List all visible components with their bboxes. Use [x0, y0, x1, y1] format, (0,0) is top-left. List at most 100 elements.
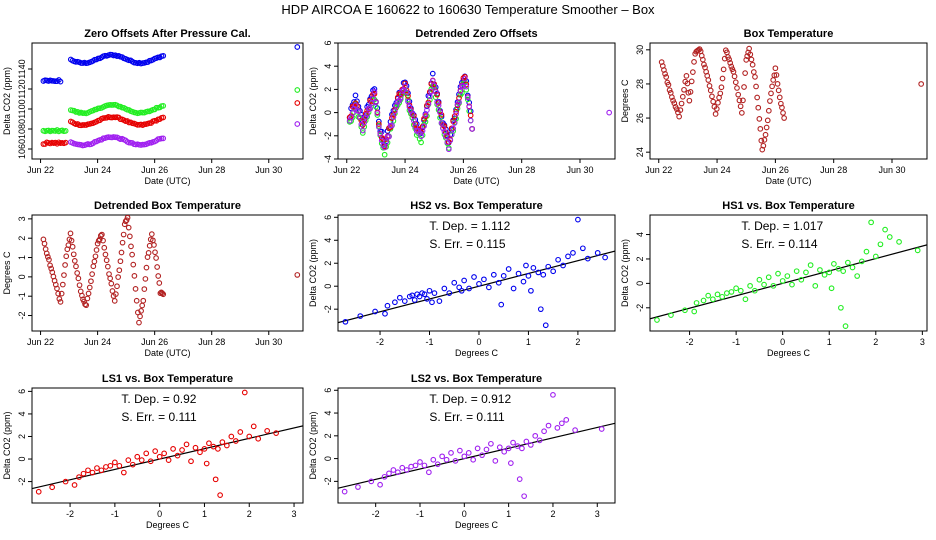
- data-point: [558, 420, 565, 427]
- annotation-serr: S. Err. = 0.111: [429, 410, 505, 424]
- x-tick-label: 2: [247, 509, 252, 519]
- data-point: [738, 110, 745, 116]
- data-point: [159, 290, 166, 297]
- data-point: [75, 275, 82, 282]
- data-point: [495, 279, 502, 286]
- data-point-purple: [374, 110, 381, 116]
- y-tick-label: 0: [323, 284, 333, 289]
- data-point: [733, 285, 739, 292]
- data-point: [436, 298, 443, 304]
- plot-frame: [337, 387, 616, 504]
- data-point: [85, 290, 92, 297]
- data-point: [772, 65, 779, 72]
- data-point: [914, 247, 921, 254]
- data-point-green: [463, 86, 470, 93]
- data-point-purple: [41, 160, 46, 165]
- data-point: [741, 84, 747, 90]
- outlier-point-purple: [294, 121, 301, 127]
- x-axis-label: Date (UTC): [765, 176, 811, 186]
- data-point: [523, 262, 529, 269]
- y-axis-label: Delta CO2 (ppm): [308, 239, 318, 307]
- data-point: [457, 447, 463, 454]
- annotation-serr: S. Err. = 0.114: [741, 237, 817, 251]
- data-point-green: [160, 103, 167, 109]
- data-point: [555, 256, 561, 263]
- data-point: [384, 302, 391, 309]
- plot-area: [338, 391, 615, 500]
- data-point: [537, 306, 544, 313]
- x-tick-label: 2: [550, 509, 555, 519]
- data-point: [401, 298, 408, 304]
- data-point-purple: [424, 107, 430, 113]
- data-point: [793, 268, 800, 275]
- data-point: [705, 292, 712, 299]
- data-point: [57, 299, 64, 305]
- data-point: [430, 456, 437, 463]
- data-point: [775, 87, 782, 94]
- data-point: [441, 285, 448, 292]
- data-point: [148, 231, 155, 237]
- data-point: [882, 226, 888, 233]
- y-tick-label: 4: [323, 64, 333, 69]
- data-point-purple: [370, 95, 376, 102]
- data-point: [737, 287, 744, 294]
- data-point: [43, 250, 50, 257]
- x-tick-label: Jun 22: [645, 165, 672, 175]
- data-point-purple: [364, 111, 371, 118]
- y-tick-label: -2: [323, 477, 333, 485]
- regression-line: [338, 422, 615, 489]
- data-point: [152, 448, 159, 454]
- data-point: [877, 241, 884, 248]
- data-point: [63, 253, 70, 260]
- data-point: [678, 100, 685, 107]
- data-point: [203, 460, 210, 467]
- data-point: [165, 457, 172, 464]
- data-point: [94, 465, 100, 471]
- data-point: [746, 45, 752, 52]
- plot-area: [650, 219, 927, 329]
- data-point: [273, 430, 279, 436]
- y-tick-label: 1140: [17, 59, 27, 78]
- data-point: [840, 268, 847, 275]
- data-point: [155, 273, 162, 279]
- data-point: [111, 298, 118, 304]
- x-tick-label: 3: [292, 509, 297, 519]
- data-point: [426, 287, 433, 294]
- data-point: [92, 253, 99, 260]
- data-point: [740, 97, 746, 104]
- plot-area: [338, 216, 615, 329]
- y-tick-label: -2: [323, 305, 333, 313]
- data-point: [803, 269, 809, 276]
- y-tick-label: 6: [323, 40, 333, 45]
- data-point: [886, 234, 893, 240]
- data-point: [510, 285, 517, 292]
- data-point: [439, 453, 446, 460]
- data-point: [399, 464, 406, 471]
- data-point: [143, 264, 150, 271]
- data-point: [755, 104, 762, 111]
- y-axis-label: Degrees C: [620, 79, 630, 123]
- data-point: [390, 467, 397, 473]
- data-point: [705, 77, 712, 83]
- data-point: [752, 74, 758, 80]
- data-point-purple: [359, 127, 366, 134]
- data-point: [83, 302, 90, 309]
- data-point: [104, 263, 111, 270]
- x-tick-label: Jun 22: [27, 165, 54, 175]
- outlier-point: [294, 272, 301, 278]
- data-point-purple: [355, 108, 362, 114]
- data-point: [412, 462, 419, 469]
- data-point: [156, 280, 163, 286]
- y-tick-label: 2: [635, 256, 645, 261]
- data-point: [670, 97, 676, 104]
- data-point: [679, 93, 686, 100]
- data-point: [386, 470, 392, 477]
- y-tick-label: 2: [17, 434, 27, 439]
- data-point: [102, 251, 109, 258]
- panel-ls2-vs-box: LS2 vs. Box Temperature -2 -1 0 1 2 3 -2 0 2 4 6 Deg…: [308, 373, 616, 530]
- data-point: [490, 271, 497, 278]
- data-point: [133, 297, 140, 304]
- y-tick-label: 0: [17, 457, 27, 462]
- data-point: [99, 231, 105, 238]
- data-point: [706, 83, 713, 89]
